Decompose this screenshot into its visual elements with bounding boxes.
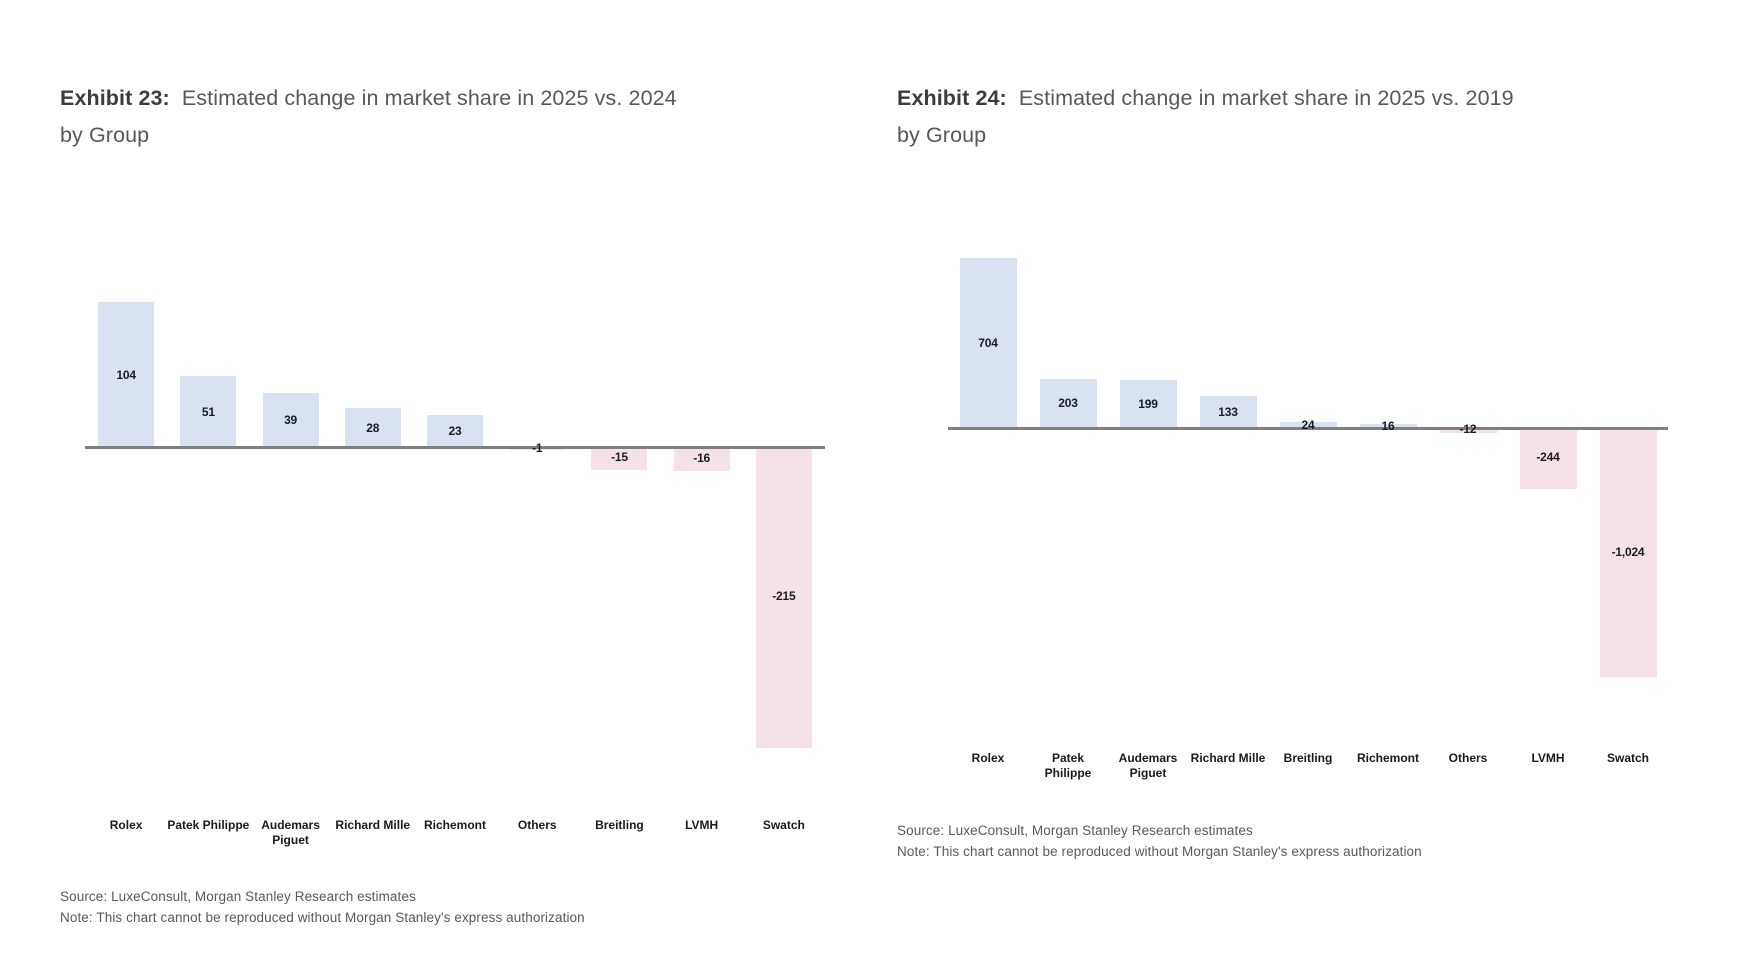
category-label: Patek Philippe <box>167 818 250 832</box>
bar-negative <box>509 449 566 451</box>
exhibit-23-label: Exhibit 23: <box>60 86 170 110</box>
exhibit-24-plot-area: 704 203 199 133 24 16 -12 -244 -1,024 <box>948 225 1668 700</box>
exhibit-24-label: Exhibit 24: <box>897 86 1007 110</box>
bar-negative <box>591 449 648 470</box>
bar-positive <box>1119 379 1177 428</box>
bar-value-label: -215 <box>772 589 796 604</box>
bar-negative <box>1599 430 1657 678</box>
bar-value-label: 133 <box>1218 404 1238 419</box>
bar-negative <box>755 449 812 748</box>
exhibit-23-category-axis: Rolex Patek Philippe Audemars Piguet Richar… <box>85 818 825 848</box>
exhibit-23-source-line: Source: LuxeConsult, Morgan Stanley Rese… <box>60 889 416 904</box>
exhibit-23-note-line: Note: This chart cannot be reproduced wi… <box>60 910 585 925</box>
bar-value-label: 203 <box>1058 396 1078 411</box>
bar-positive <box>262 392 319 447</box>
category-label: Richemont <box>1356 751 1419 765</box>
category-label: Swatch <box>762 818 805 832</box>
bar-value-label: 199 <box>1138 396 1158 411</box>
category-label: Richard Mille <box>1190 751 1266 765</box>
bar-value-label: 704 <box>978 335 998 350</box>
bar-value-label: -1,024 <box>1611 544 1645 559</box>
bar-value-label: -15 <box>611 450 628 465</box>
exhibit-24-panel: Exhibit 24: Estimated change in market sh… <box>897 80 1687 960</box>
bar-positive <box>98 302 155 447</box>
bar-negative <box>1519 430 1577 489</box>
bar-value-label: -12 <box>1459 422 1477 437</box>
bar-value-label: 23 <box>448 424 462 438</box>
exhibit-24-source-line: Source: LuxeConsult, Morgan Stanley Rese… <box>897 823 1253 838</box>
zero-axis-line <box>85 446 825 449</box>
bar-value-label: 39 <box>284 412 298 427</box>
category-label: Richard Mille <box>335 818 411 832</box>
exhibit-23-title-line1: Estimated change in market share in 2025… <box>181 86 677 110</box>
bar-value-label: 28 <box>366 420 380 435</box>
bar-negative <box>673 449 730 472</box>
exhibit-23-panel: Exhibit 23: Estimated change in market sh… <box>60 80 840 960</box>
bar-positive <box>180 376 237 447</box>
category-label: Patek Philippe <box>1044 751 1092 780</box>
exhibit-24-title: Exhibit 24: Estimated change in market sh… <box>897 80 1687 154</box>
exhibit-24-title-line2: by Group <box>897 123 987 147</box>
category-label: Breitling <box>1283 751 1333 765</box>
bar-value-label: -1 <box>532 440 543 455</box>
category-label: Others <box>517 818 557 832</box>
bar-negative <box>1439 430 1497 433</box>
exhibit-24-title-line1: Estimated change in market share in 2025… <box>1018 86 1514 110</box>
bar-value-label: 16 <box>1381 419 1395 434</box>
category-label: Richemont <box>423 818 486 832</box>
exhibit-24-category-axis: Rolex Patek Philippe Audemars Piguet Richar… <box>948 751 1668 781</box>
bar-positive <box>1199 395 1257 428</box>
bar-value-label: -16 <box>693 451 711 466</box>
bar-positive <box>1039 378 1097 428</box>
category-label: Swatch <box>1606 751 1649 765</box>
bar-value-label: 24 <box>1301 418 1315 433</box>
category-label: Audemars Piguet <box>261 818 320 847</box>
category-label: Rolex <box>109 818 143 832</box>
category-label: Breitling <box>595 818 644 832</box>
bar-value-label: -244 <box>1536 450 1560 465</box>
exhibit-23-plot-area: 104 51 39 28 23 -1 -15 -16 -215 <box>85 230 825 770</box>
bar-positive <box>959 257 1017 428</box>
exhibit-24-source-note: Source: LuxeConsult, Morgan Stanley Rese… <box>897 820 1422 862</box>
bar-value-label: 51 <box>201 404 215 419</box>
category-label: Others <box>1448 751 1488 765</box>
category-label: LVMH <box>1531 751 1565 765</box>
exhibit-23-source-note: Source: LuxeConsult, Morgan Stanley Rese… <box>60 886 585 928</box>
category-label: Rolex <box>971 751 1005 765</box>
category-label: Audemars Piguet <box>1118 751 1178 780</box>
category-label: LVMH <box>685 818 719 832</box>
bar-positive <box>427 415 483 447</box>
exhibit-23-title-line2: by Group <box>60 123 150 147</box>
bar-value-label: 104 <box>116 367 136 382</box>
bar-positive <box>1279 422 1337 428</box>
exhibit-24-note-line: Note: This chart cannot be reproduced wi… <box>897 844 1422 859</box>
zero-axis-line <box>948 427 1668 430</box>
exhibit-23-title: Exhibit 23: Estimated change in market sh… <box>60 80 840 154</box>
bar-positive <box>344 408 401 447</box>
bar-positive <box>1359 424 1417 428</box>
